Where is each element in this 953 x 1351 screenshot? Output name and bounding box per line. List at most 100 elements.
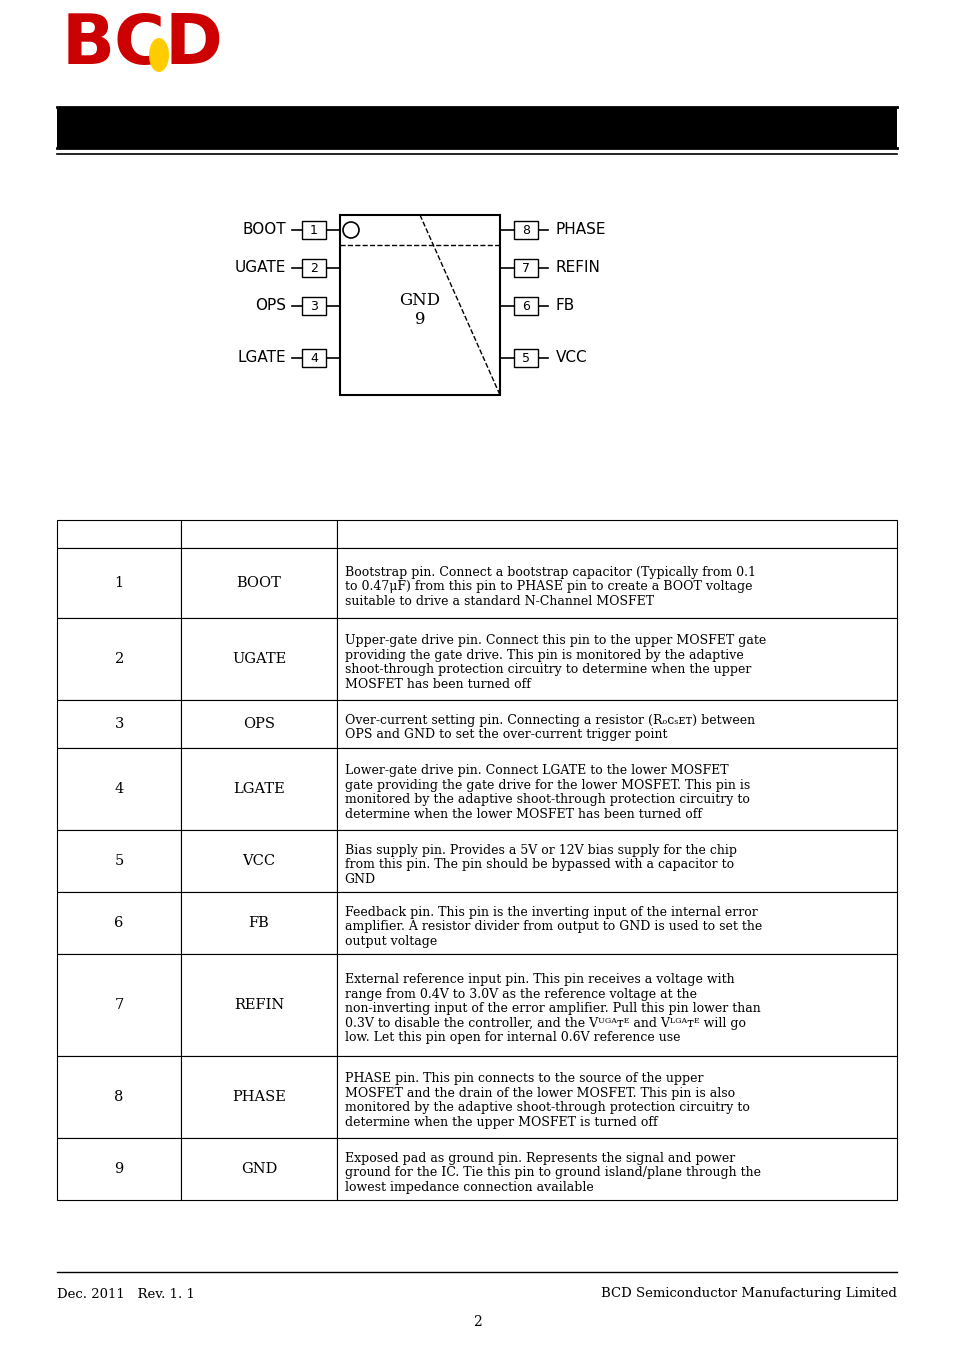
Bar <box>336 1056 896 1138</box>
Bar <box>57 617 181 700</box>
Bar <box>336 954 896 1056</box>
Bar <box>302 259 326 277</box>
Text: PHASE pin. This pin connects to the source of the upper: PHASE pin. This pin connects to the sour… <box>344 1073 702 1085</box>
Text: shoot-through protection circuitry to determine when the upper: shoot-through protection circuitry to de… <box>344 663 750 677</box>
Ellipse shape <box>149 38 169 72</box>
Text: Dec. 2011   Rev. 1. 1: Dec. 2011 Rev. 1. 1 <box>57 1288 194 1301</box>
Text: 9: 9 <box>114 1162 124 1175</box>
Text: Bias supply pin. Provides a 5V or 12V bias supply for the chip: Bias supply pin. Provides a 5V or 12V bi… <box>344 843 736 857</box>
Text: 3: 3 <box>310 300 317 312</box>
Text: 0.3V to disable the controller, and the Vᵁᴳᴬᴛᴱ and Vᴸᴳᴬᴛᴱ will go: 0.3V to disable the controller, and the … <box>344 1016 745 1029</box>
Text: Over-current setting pin. Connecting a resistor (Rₒᴄₛᴇᴛ) between: Over-current setting pin. Connecting a r… <box>344 713 754 727</box>
Bar <box>181 700 336 748</box>
Text: from this pin. The pin should be bypassed with a capacitor to: from this pin. The pin should be bypasse… <box>344 858 733 871</box>
Bar <box>181 549 336 617</box>
Text: BCD: BCD <box>62 11 224 78</box>
Text: BOOT: BOOT <box>236 576 281 590</box>
Text: LGATE: LGATE <box>237 350 286 366</box>
Text: output voltage: output voltage <box>344 935 436 947</box>
Text: monitored by the adaptive shoot-through protection circuitry to: monitored by the adaptive shoot-through … <box>344 1101 749 1115</box>
Bar <box>302 222 326 239</box>
Bar <box>302 349 326 367</box>
Bar <box>302 297 326 315</box>
Text: MOSFET has been turned off: MOSFET has been turned off <box>344 678 530 690</box>
Bar <box>57 549 181 617</box>
Text: low. Let this pin open for internal 0.6V reference use: low. Let this pin open for internal 0.6V… <box>344 1031 679 1044</box>
Text: suitable to drive a standard N-Channel MOSFET: suitable to drive a standard N-Channel M… <box>344 594 653 608</box>
Text: PHASE: PHASE <box>556 223 606 238</box>
Text: 6: 6 <box>114 916 124 929</box>
Bar <box>57 954 181 1056</box>
Bar <box>57 1138 181 1200</box>
Text: VCC: VCC <box>242 854 275 867</box>
Bar <box>181 892 336 954</box>
Bar <box>336 892 896 954</box>
Bar <box>336 748 896 830</box>
Bar <box>181 830 336 892</box>
Text: 7: 7 <box>521 262 530 274</box>
Text: 8: 8 <box>114 1090 124 1104</box>
Text: determine when the upper MOSFET is turned off: determine when the upper MOSFET is turne… <box>344 1116 657 1129</box>
Bar <box>336 1138 896 1200</box>
Bar <box>336 520 896 549</box>
Text: 5: 5 <box>521 351 530 365</box>
Bar <box>336 617 896 700</box>
Text: FB: FB <box>556 299 575 313</box>
Text: REFIN: REFIN <box>556 261 600 276</box>
Text: to 0.47μF) from this pin to PHASE pin to create a BOOT voltage: to 0.47μF) from this pin to PHASE pin to… <box>344 580 751 593</box>
Bar <box>339 215 499 394</box>
Text: determine when the lower MOSFET has been turned off: determine when the lower MOSFET has been… <box>344 808 701 821</box>
Bar <box>57 830 181 892</box>
Text: Exposed pad as ground pin. Represents the signal and power: Exposed pad as ground pin. Represents th… <box>344 1151 734 1165</box>
Bar <box>181 1056 336 1138</box>
Bar <box>336 700 896 748</box>
Bar <box>57 748 181 830</box>
Bar <box>514 297 537 315</box>
Bar <box>57 892 181 954</box>
Text: 2: 2 <box>472 1315 481 1329</box>
Text: GND
9: GND 9 <box>399 292 440 328</box>
Text: 2: 2 <box>114 653 124 666</box>
Text: 4: 4 <box>310 351 317 365</box>
Bar <box>181 1138 336 1200</box>
Text: Lower-gate drive pin. Connect LGATE to the lower MOSFET: Lower-gate drive pin. Connect LGATE to t… <box>344 765 727 777</box>
Text: non-inverting input of the error amplifier. Pull this pin lower than: non-inverting input of the error amplifi… <box>344 1002 760 1015</box>
Text: UGATE: UGATE <box>232 653 286 666</box>
Text: Feedback pin. This pin is the inverting input of the internal error: Feedback pin. This pin is the inverting … <box>344 905 757 919</box>
Text: 1: 1 <box>114 576 124 590</box>
Text: BCD Semiconductor Manufacturing Limited: BCD Semiconductor Manufacturing Limited <box>600 1288 896 1301</box>
Bar <box>57 107 896 149</box>
Text: Upper-gate drive pin. Connect this pin to the upper MOSFET gate: Upper-gate drive pin. Connect this pin t… <box>344 635 765 647</box>
Text: 5: 5 <box>114 854 124 867</box>
Bar <box>514 259 537 277</box>
Text: monitored by the adaptive shoot-through protection circuitry to: monitored by the adaptive shoot-through … <box>344 793 749 807</box>
Text: lowest impedance connection available: lowest impedance connection available <box>344 1181 593 1194</box>
Text: 8: 8 <box>521 223 530 236</box>
Text: External reference input pin. This pin receives a voltage with: External reference input pin. This pin r… <box>344 973 734 986</box>
Text: range from 0.4V to 3.0V as the reference voltage at the: range from 0.4V to 3.0V as the reference… <box>344 988 696 1001</box>
Circle shape <box>343 222 358 238</box>
Bar <box>336 549 896 617</box>
Text: ground for the IC. Tie this pin to ground island/plane through the: ground for the IC. Tie this pin to groun… <box>344 1166 760 1179</box>
Bar <box>57 520 181 549</box>
Bar <box>181 954 336 1056</box>
Text: 4: 4 <box>114 782 124 796</box>
Text: VCC: VCC <box>556 350 587 366</box>
Bar <box>514 222 537 239</box>
Bar <box>181 617 336 700</box>
Text: GND: GND <box>240 1162 277 1175</box>
Text: LGATE: LGATE <box>233 782 285 796</box>
Text: OPS and GND to set the over-current trigger point: OPS and GND to set the over-current trig… <box>344 728 666 742</box>
Bar <box>57 700 181 748</box>
Bar <box>181 520 336 549</box>
Bar <box>336 830 896 892</box>
Text: gate providing the gate drive for the lower MOSFET. This pin is: gate providing the gate drive for the lo… <box>344 780 749 792</box>
Text: MOSFET and the drain of the lower MOSFET. This pin is also: MOSFET and the drain of the lower MOSFET… <box>344 1086 734 1100</box>
Text: 7: 7 <box>114 998 124 1012</box>
Text: 3: 3 <box>114 717 124 731</box>
Bar <box>57 1056 181 1138</box>
Bar <box>514 349 537 367</box>
Text: OPS: OPS <box>254 299 286 313</box>
Text: BOOT: BOOT <box>242 223 286 238</box>
Text: FB: FB <box>249 916 269 929</box>
